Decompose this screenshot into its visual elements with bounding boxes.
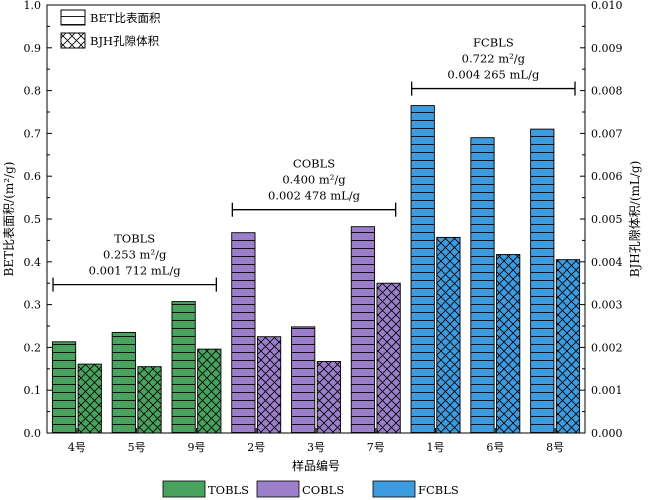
x-axis-title: 样品编号	[292, 458, 340, 473]
right-tick-label: 0.008	[591, 85, 623, 98]
x-tick-label: 5号	[128, 441, 146, 454]
left-tick-label: 0.0	[24, 427, 42, 440]
left-tick-label: 0.5	[24, 213, 42, 226]
x-tick-label: 8号	[546, 441, 564, 454]
x-tick-label: 4号	[68, 441, 86, 454]
group-mean-bjh: 0.002 478 mL/g	[268, 189, 361, 203]
bjh-bar-6-pattern	[376, 282, 401, 434]
bet-bar-4-pattern	[231, 232, 256, 434]
right-tick-label: 0.009	[591, 42, 623, 55]
right-tick-label: 0.004	[591, 256, 623, 269]
bet-bar-1-pattern	[51, 341, 77, 434]
bet-bar-2-pattern	[111, 331, 136, 434]
legend-bet-swatch	[60, 9, 86, 26]
group-mean-bjh: 0.004 265 mL/g	[447, 68, 540, 82]
legend-bjh-label: BJH孔隙体积	[90, 34, 160, 48]
legend-cobls-swatch	[256, 480, 300, 498]
bet-bar-7-pattern	[410, 105, 435, 434]
bjh-bar-9-pattern	[555, 259, 581, 434]
bjh-bar-4-pattern	[256, 336, 282, 434]
legend-cobls-label: COBLS	[302, 483, 344, 497]
right-tick-label: 0.001	[591, 384, 623, 397]
right-tick-label: 0.006	[591, 170, 623, 183]
bet-bar-6-pattern	[350, 226, 376, 434]
left-tick-label: 0.3	[24, 299, 42, 312]
left-tick-label: 0.7	[24, 127, 42, 140]
legend-tobls-label: TOBLS	[208, 483, 249, 497]
right-tick-label: 0.003	[591, 299, 623, 312]
bet-bar-9-pattern	[530, 128, 555, 434]
x-tick-label: 9号	[187, 441, 205, 454]
x-tick-label: 1号	[427, 441, 445, 454]
x-tick-label: 3号	[307, 441, 325, 454]
right-tick-label: 0.000	[591, 427, 623, 440]
group-mean-bet: 0.400 m²/g	[282, 173, 346, 187]
x-tick-label: 2号	[247, 441, 265, 454]
bars-layer	[51, 105, 581, 434]
bjh-bar-7-pattern	[436, 236, 461, 434]
group-name: TOBLS	[114, 232, 155, 246]
legend-fcbls-label: FCBLS	[418, 483, 459, 497]
bjh-bar-1-pattern	[77, 363, 102, 434]
left-tick-label: 0.2	[24, 341, 42, 354]
bet-bar-5-pattern	[291, 326, 316, 434]
group-mean-bet: 0.722 m²/g	[462, 52, 526, 66]
y-axis-title-right: BJH孔隙体积/(mL/g)	[628, 161, 642, 278]
legend-bet-label: BET比表面积	[90, 11, 161, 25]
legend-fcbls-swatch	[372, 480, 416, 498]
x-tick-label: 7号	[367, 441, 385, 454]
bet-bar-8-pattern	[470, 137, 495, 434]
bjh-bar-2-pattern	[137, 366, 162, 434]
left-tick-label: 0.4	[24, 256, 42, 269]
bjh-bar-8-pattern	[496, 254, 521, 434]
left-tick-label: 0.1	[24, 384, 42, 397]
bjh-bar-3-pattern	[197, 348, 222, 434]
left-tick-label: 0.9	[24, 42, 42, 55]
right-tick-label: 0.007	[591, 127, 623, 140]
legend-bjh-swatch	[60, 32, 86, 49]
left-tick-label: 0.8	[24, 85, 42, 98]
axes-layer: 0.0 0.1 0.2 0.3 0.4 0.5 0.6 0.7 0.8 0.9 1.0 0.000 0.…	[2, 0, 642, 473]
bjh-bar-5-pattern	[316, 361, 341, 434]
y-axis-title-left: BET比表面积/(m²/g)	[2, 162, 16, 277]
legend-tobls-swatch	[162, 480, 206, 498]
group-mean-bet: 0.253 m²/g	[103, 248, 167, 262]
left-tick-label: 0.6	[24, 170, 42, 183]
group-annotations: TOBLS 0.253 m²/g 0.001 712 mL/g COBLS 0.400 …	[52, 36, 576, 292]
bet-bar-3-pattern	[171, 301, 196, 434]
group-mean-bjh: 0.001 712 mL/g	[89, 264, 182, 278]
legend: BET比表面积 BJH孔隙体积 TOBLS COBLS FCBLS	[60, 9, 459, 498]
left-tick-label: 1.0	[24, 0, 42, 12]
group-name: COBLS	[293, 157, 335, 171]
right-tick-label: 0.010	[591, 0, 623, 12]
group-name: FCBLS	[473, 36, 514, 50]
right-tick-label: 0.005	[591, 213, 623, 226]
right-tick-label: 0.002	[591, 341, 623, 354]
x-tick-label: 6号	[486, 441, 504, 454]
